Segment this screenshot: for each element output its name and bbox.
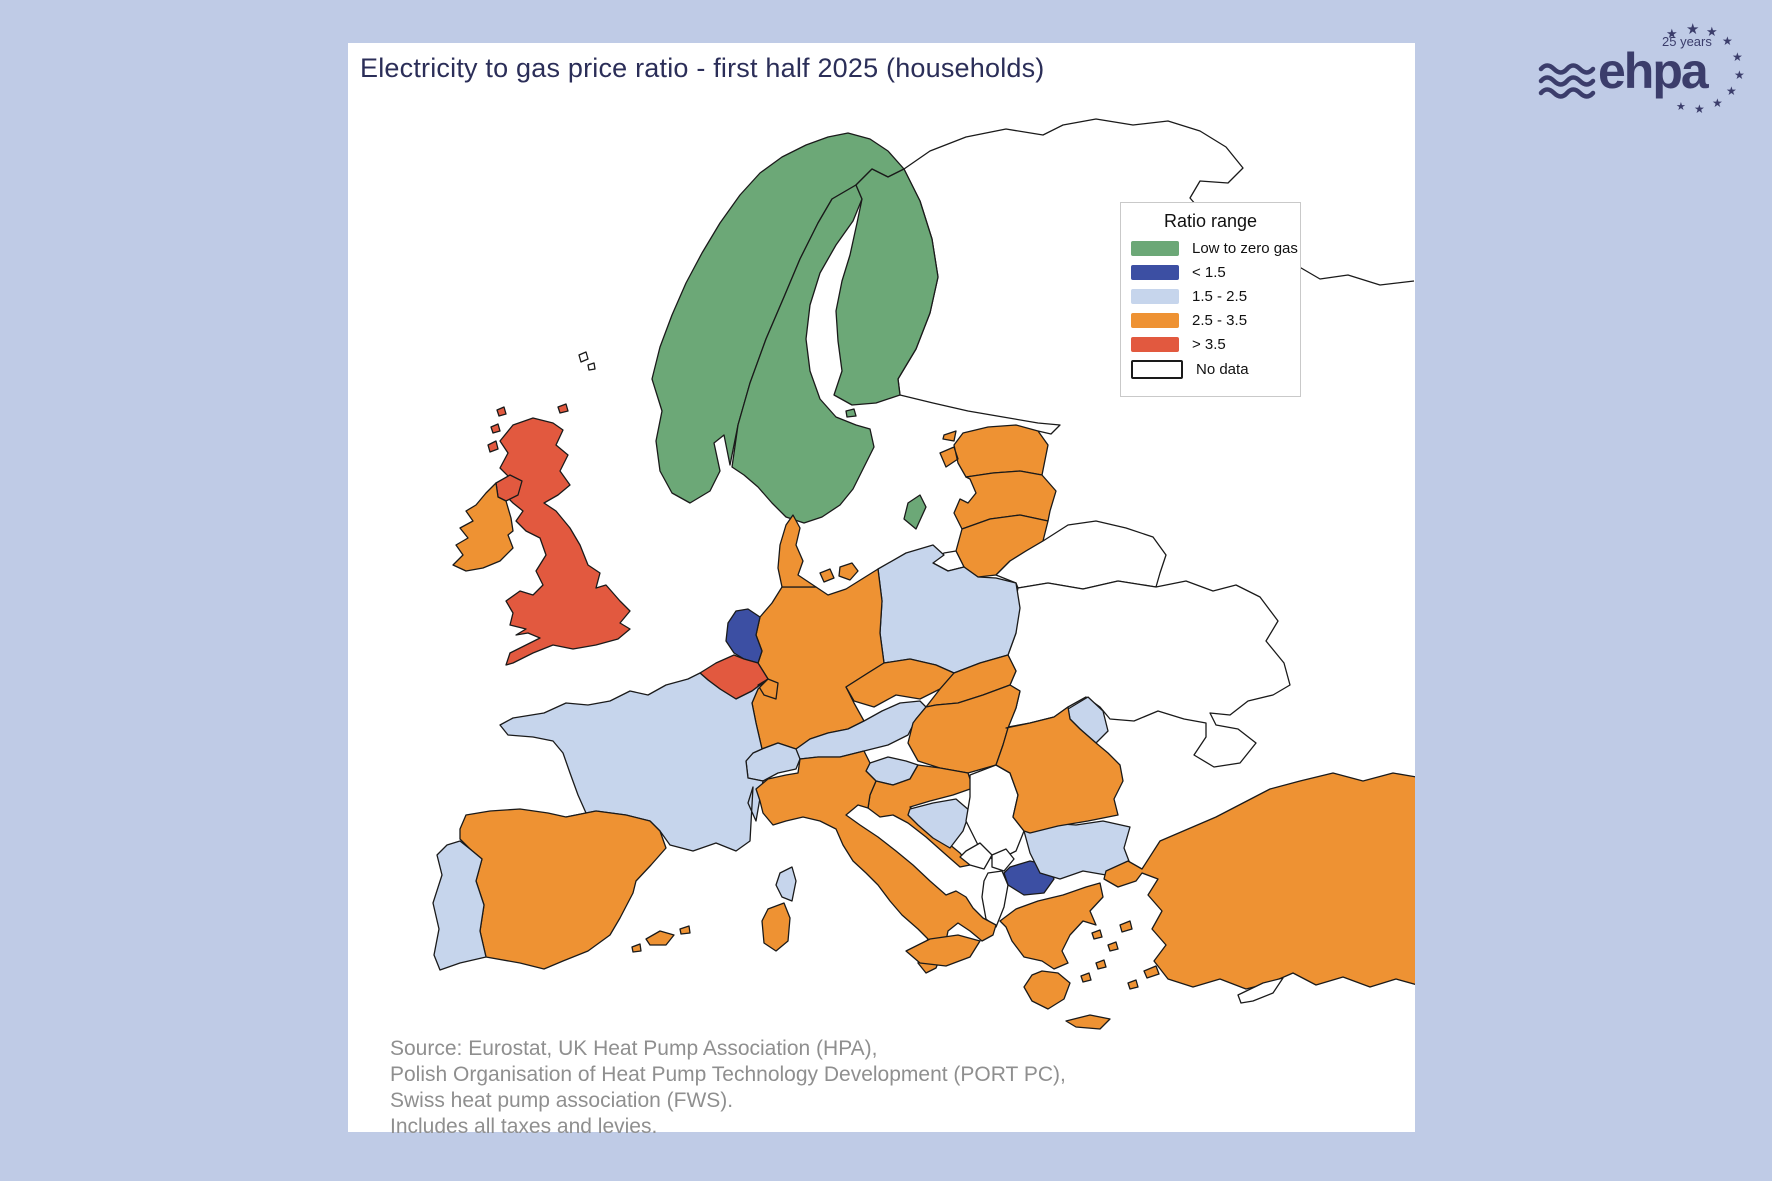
star-icon: ★ [1706,24,1718,39]
legend-label: 1.5 - 2.5 [1192,288,1248,305]
source-line: Polish Organisation of Heat Pump Technol… [390,1063,1066,1086]
country-kosovo [991,848,1015,872]
country-estonia [939,424,1049,478]
legend-swatch [1131,313,1179,328]
legend-label: Low to zero gas [1192,240,1298,257]
country-montenegro [959,842,993,870]
country-sweden [731,184,927,530]
legend-item-gt_3_5: > 3.5 [1131,336,1290,353]
legend-title: Ratio range [1163,211,1258,231]
page-title: Electricity to gas price ratio - first h… [360,53,1045,83]
legend-label: 2.5 - 3.5 [1192,312,1248,329]
legend-swatch [1131,265,1179,280]
legend-swatch [1131,241,1179,256]
star-icon: ★ [1726,84,1737,98]
star-icon: ★ [1722,34,1733,48]
legend-item-no_data: No data [1131,360,1290,379]
map-panel: Electricity to gas price ratio - first h… [348,43,1415,1138]
legend-item-low_zero_gas: Low to zero gas [1131,240,1298,257]
country-sardinia [761,902,791,952]
country-netherlands [725,608,763,664]
source-note: Source: Eurostat, UK Heat Pump Associati… [390,1036,1066,1140]
legend-label: No data [1196,361,1249,378]
country-turkey [1103,772,1415,990]
waves-icon [1538,63,1596,99]
star-icon: ★ [1666,26,1678,41]
source-line: Swiss heat pump association (FWS). [390,1089,734,1112]
europe-choropleth-map [432,118,1415,1030]
star-icon: ★ [1686,21,1700,38]
country-denmark [777,514,859,588]
legend-swatch [1131,360,1183,379]
legend-label: > 3.5 [1192,336,1226,353]
country-portugal [432,840,487,971]
country-italy [755,750,997,974]
star-icon: ★ [1734,68,1745,82]
logo-anniversary-text: 25 years [1662,34,1712,49]
country-corsica [775,866,797,902]
country-united-kingdom [487,403,631,666]
legend-item-lt_1_5: < 1.5 [1131,264,1290,281]
country-sicily [905,934,981,967]
legend-label: < 1.5 [1192,264,1226,281]
country-ireland [452,482,514,572]
country-romania [995,706,1124,834]
legend-swatch [1131,289,1179,304]
country-bosnia [907,798,971,849]
legend: Ratio range Low to zero gas < 1.5 1.5 - 2.… [1120,202,1301,397]
star-icon: ★ [1712,96,1723,110]
source-line: Includes all taxes and levies. [390,1115,658,1138]
legend-swatch [1131,337,1179,352]
country-faroe-islands [578,351,596,371]
ehpa-logo: ehpa 25 years ★ ★ ★ ★ ★ ★ ★ ★ ★ ★ [1538,20,1753,120]
legend-item-r1_5_2_5: 1.5 - 2.5 [1131,288,1290,305]
country-cyprus [1237,977,1284,1004]
legend-item-r2_5_3_5: 2.5 - 3.5 [1131,312,1290,329]
logo-brand-text: ehpa [1598,43,1709,99]
star-icon: ★ [1676,101,1686,113]
source-line: Source: Eurostat, UK Heat Pump Associati… [390,1037,878,1060]
country-spain [459,808,691,970]
star-icon: ★ [1694,102,1705,116]
country-greece [999,882,1160,1030]
country-finland [833,168,939,418]
star-icon: ★ [1732,50,1743,64]
